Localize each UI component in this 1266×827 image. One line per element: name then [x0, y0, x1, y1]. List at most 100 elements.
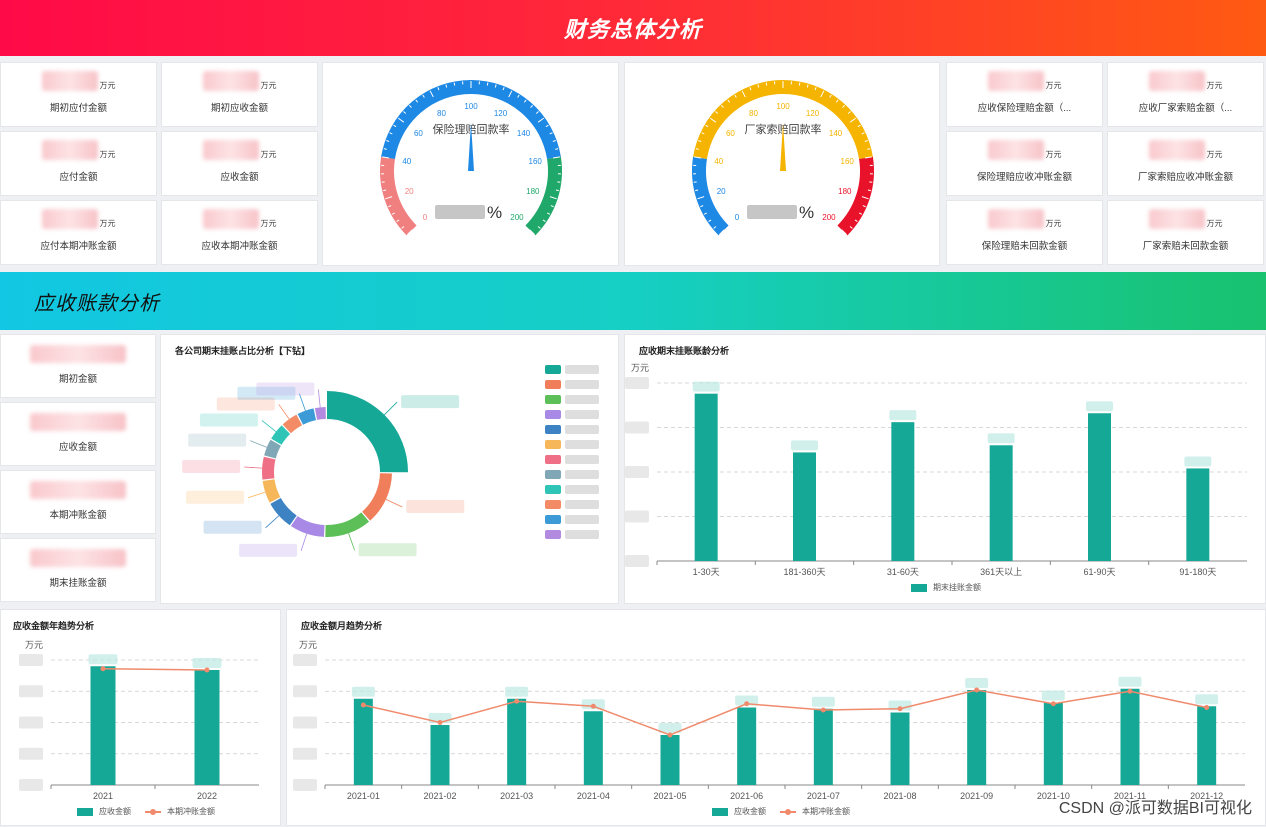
y-axis-unit: 万元	[299, 640, 317, 650]
right-kpi-card[interactable]: 万元保险理赔应收冲账金额	[946, 131, 1103, 196]
line-series	[103, 669, 207, 670]
donut-legend-label-masked	[565, 485, 599, 494]
x-tick-label: 2021-03	[500, 791, 533, 801]
line-point	[1128, 689, 1133, 694]
y-tick-label-masked	[293, 654, 317, 666]
right-kpi-card[interactable]: 万元应收厂家索赔金额（...	[1107, 62, 1264, 127]
donut-legend-label-masked	[565, 515, 599, 524]
bar-data-label-masked	[89, 654, 118, 664]
kpi-label: 应收保险理赔金额（...	[947, 100, 1102, 114]
left-kpi-card[interactable]: 万元应付金额	[0, 131, 157, 196]
line-point	[514, 699, 519, 704]
bar	[737, 708, 756, 786]
kpi-value: 万元	[162, 71, 317, 91]
kpi-label: 期初应付金额	[1, 100, 156, 114]
donut-slice	[269, 480, 275, 500]
y-tick-label-masked	[293, 685, 317, 697]
donut-slice	[366, 473, 386, 516]
bar	[661, 735, 680, 785]
kpi-label: 应付本期冲账金额	[1, 238, 156, 252]
gauge-tick-label: 200	[822, 213, 836, 222]
kpi-value-masked	[988, 71, 1044, 91]
x-tick-label: 181-360天	[783, 567, 825, 577]
ar-kpi-card[interactable]: 期末挂账金额	[0, 538, 156, 602]
left-kpi-card[interactable]: 万元应收金额	[161, 131, 318, 196]
gauge-tick-label: 20	[717, 187, 726, 196]
kpi-label: 本期冲账金额	[1, 507, 155, 521]
donut-leader-line	[250, 441, 267, 448]
bar	[91, 666, 116, 785]
left-kpi-card[interactable]: 万元期初应付金额	[0, 62, 157, 127]
donut-label-masked	[188, 434, 246, 447]
month-legend[interactable]: 应收金额 本期冲账金额	[712, 806, 850, 817]
left-kpi-card[interactable]: 万元应付本期冲账金额	[0, 200, 157, 265]
donut-legend-label-masked	[565, 530, 599, 539]
gauge-tick-label: 0	[735, 213, 740, 222]
page-title: 财务总体分析	[564, 12, 702, 44]
donut-legend-swatch	[545, 515, 561, 524]
kpi-label: 厂家索赔应收冲账金额	[1108, 169, 1263, 183]
left-kpi-card[interactable]: 万元期初应收金额	[161, 62, 318, 127]
kpi-value	[1, 413, 155, 431]
donut-legend-swatch	[545, 425, 561, 434]
ar-kpi-card[interactable]: 本期冲账金额	[0, 470, 156, 534]
donut-slice	[276, 430, 286, 442]
y-tick-label-masked	[19, 685, 43, 697]
donut-leader-line	[248, 492, 265, 498]
kpi-label: 厂家索赔未回款金额	[1108, 238, 1263, 252]
gauge-tick-label: 120	[806, 109, 820, 118]
watermark: CSDN @派可数据BI可视化	[1059, 794, 1252, 818]
legend-bar-label: 应收金额	[734, 806, 766, 817]
donut-legend-label-masked	[565, 500, 599, 509]
kpi-label: 期末挂账金额	[1, 575, 155, 589]
gauge-tick-label: 80	[437, 109, 446, 118]
donut-label-masked	[186, 491, 244, 504]
x-tick-label: 2021-09	[960, 791, 993, 801]
donut-slice	[276, 501, 294, 520]
gauge-tick-label: 120	[494, 109, 508, 118]
bar-data-label-masked	[1184, 456, 1211, 466]
bar	[195, 670, 220, 785]
kpi-value: 万元	[162, 209, 317, 229]
line-point	[101, 666, 106, 671]
gauge-tick-label: 180	[526, 187, 540, 196]
kpi-label: 应收本期冲账金额	[162, 238, 317, 252]
donut-slice	[268, 458, 270, 479]
right-kpi-card[interactable]: 万元厂家索赔未回款金额	[1107, 200, 1264, 265]
ar-kpi-card[interactable]: 应收金额	[0, 402, 156, 466]
gauge-tick	[383, 190, 386, 191]
gauge-tick-label: 140	[829, 129, 843, 138]
donut-chart[interactable]	[161, 335, 620, 605]
x-tick-label: 2021	[93, 791, 113, 801]
donut-leader-line	[386, 499, 402, 507]
year-legend[interactable]: 应收金额 本期冲账金额	[77, 806, 215, 817]
line-point	[1051, 701, 1056, 706]
left-kpi-card[interactable]: 万元应收本期冲账金额	[161, 200, 318, 265]
aging-legend[interactable]: 期末挂账金额	[911, 582, 981, 593]
right-kpi-card[interactable]: 万元厂家索赔应收冲账金额	[1107, 131, 1264, 196]
line-point	[361, 703, 366, 708]
bar-data-label-masked	[791, 440, 818, 450]
donut-legend-label-masked	[565, 365, 599, 374]
kpi-value: 万元	[162, 140, 317, 160]
legend-swatch-bar	[712, 808, 728, 816]
bar-data-label-masked	[193, 658, 222, 668]
kpi-value-masked	[988, 140, 1044, 160]
donut-legend-swatch	[545, 455, 561, 464]
bar	[507, 699, 526, 785]
bar	[695, 394, 718, 561]
legend-line-label: 本期冲账金额	[167, 806, 215, 817]
right-kpi-card[interactable]: 万元应收保险理赔金额（...	[946, 62, 1103, 127]
donut-legend-label-masked	[565, 470, 599, 479]
bar-data-label-masked	[965, 678, 988, 688]
donut-slice	[294, 521, 324, 531]
right-kpi-card[interactable]: 万元保险理赔未回款金额	[946, 200, 1103, 265]
ar-kpi-card[interactable]: 期初金额	[0, 334, 156, 398]
bar-data-label-masked	[693, 382, 720, 392]
donut-label-masked	[204, 521, 262, 534]
x-tick-label: 2021-01	[347, 791, 380, 801]
kpi-value: 万元	[1108, 71, 1263, 91]
gauge-value-masked	[435, 205, 485, 219]
